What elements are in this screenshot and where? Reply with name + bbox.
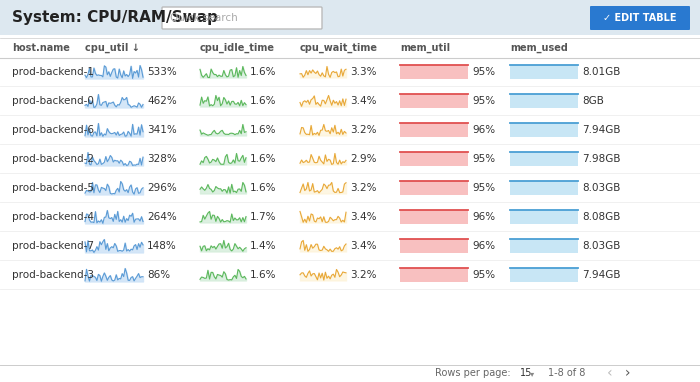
Text: Rows per page:: Rows per page:	[435, 368, 510, 378]
Bar	[400, 239, 468, 253]
Text: 3.4%: 3.4%	[350, 241, 377, 251]
Text: 8GB: 8GB	[582, 96, 604, 106]
Text: ✓ EDIT TABLE: ✓ EDIT TABLE	[603, 13, 677, 23]
Text: 1.6%: 1.6%	[250, 154, 276, 164]
Text: prod-backend-7: prod-backend-7	[12, 241, 94, 251]
Text: mem_used: mem_used	[510, 43, 568, 53]
Text: 1.7%: 1.7%	[250, 212, 276, 222]
Bar	[510, 210, 578, 224]
Text: 8.03GB: 8.03GB	[582, 241, 620, 251]
FancyBboxPatch shape	[590, 6, 690, 30]
Text: prod-backend-2: prod-backend-2	[12, 154, 94, 164]
Text: mem_util: mem_util	[400, 43, 450, 53]
Text: 2.9%: 2.9%	[350, 154, 377, 164]
Text: 328%: 328%	[147, 154, 176, 164]
Text: cpu_wait_time: cpu_wait_time	[300, 43, 378, 53]
Text: host.name: host.name	[12, 43, 70, 53]
Text: System: CPU/RAM/Swap: System: CPU/RAM/Swap	[12, 10, 218, 26]
Text: prod-backend-1: prod-backend-1	[12, 67, 94, 77]
Bar	[510, 94, 578, 108]
Text: 7.94GB: 7.94GB	[582, 125, 620, 135]
Text: 533%: 533%	[147, 67, 176, 77]
Text: 1.6%: 1.6%	[250, 125, 276, 135]
Bar	[400, 65, 468, 79]
Text: 3.2%: 3.2%	[350, 125, 377, 135]
Text: 8.03GB: 8.03GB	[582, 183, 620, 193]
Text: 8.01GB: 8.01GB	[582, 67, 620, 77]
Text: 3.2%: 3.2%	[350, 270, 377, 280]
Bar	[510, 268, 578, 282]
Text: ‹: ‹	[607, 366, 612, 380]
Text: 1.6%: 1.6%	[250, 270, 276, 280]
Text: 3.4%: 3.4%	[350, 212, 377, 222]
Text: 3.2%: 3.2%	[350, 183, 377, 193]
Bar	[400, 268, 468, 282]
Bar	[510, 65, 578, 79]
Text: Quick search: Quick search	[170, 13, 238, 23]
Text: prod-backend-5: prod-backend-5	[12, 183, 94, 193]
Text: 341%: 341%	[147, 125, 176, 135]
Text: 148%: 148%	[147, 241, 176, 251]
Text: 86%: 86%	[147, 270, 170, 280]
Text: prod-backend-4: prod-backend-4	[12, 212, 94, 222]
Text: 96%: 96%	[472, 125, 495, 135]
Text: 296%: 296%	[147, 183, 176, 193]
Text: 1.4%: 1.4%	[250, 241, 276, 251]
Text: 15: 15	[520, 368, 533, 378]
Text: 1.6%: 1.6%	[250, 67, 276, 77]
Text: 1.6%: 1.6%	[250, 96, 276, 106]
Text: 95%: 95%	[472, 154, 495, 164]
Text: 96%: 96%	[472, 241, 495, 251]
Text: 1.6%: 1.6%	[250, 183, 276, 193]
Text: 7.98GB: 7.98GB	[582, 154, 620, 164]
Bar	[0, 0, 700, 35]
Bar	[510, 152, 578, 166]
Text: 264%: 264%	[147, 212, 176, 222]
Text: ▾: ▾	[530, 369, 534, 379]
Bar	[400, 210, 468, 224]
Text: prod-backend-6: prod-backend-6	[12, 125, 94, 135]
Text: 95%: 95%	[472, 96, 495, 106]
Text: 7.94GB: 7.94GB	[582, 270, 620, 280]
Bar	[400, 94, 468, 108]
Bar	[400, 181, 468, 195]
Bar	[510, 181, 578, 195]
Text: prod-backend-0: prod-backend-0	[12, 96, 94, 106]
Text: 1-8 of 8: 1-8 of 8	[548, 368, 585, 378]
Text: 95%: 95%	[472, 67, 495, 77]
Text: 462%: 462%	[147, 96, 176, 106]
Bar	[510, 239, 578, 253]
Bar	[510, 123, 578, 137]
Bar	[400, 123, 468, 137]
Text: 95%: 95%	[472, 270, 495, 280]
Bar	[400, 152, 468, 166]
Text: 8.08GB: 8.08GB	[582, 212, 620, 222]
Text: cpu_util ↓: cpu_util ↓	[85, 43, 140, 53]
Text: 3.4%: 3.4%	[350, 96, 377, 106]
Text: ›: ›	[625, 366, 631, 380]
Text: 96%: 96%	[472, 212, 495, 222]
Text: 3.3%: 3.3%	[350, 67, 377, 77]
Text: 95%: 95%	[472, 183, 495, 193]
FancyBboxPatch shape	[162, 7, 322, 29]
Text: prod-backend-3: prod-backend-3	[12, 270, 94, 280]
Text: cpu_idle_time: cpu_idle_time	[200, 43, 275, 53]
